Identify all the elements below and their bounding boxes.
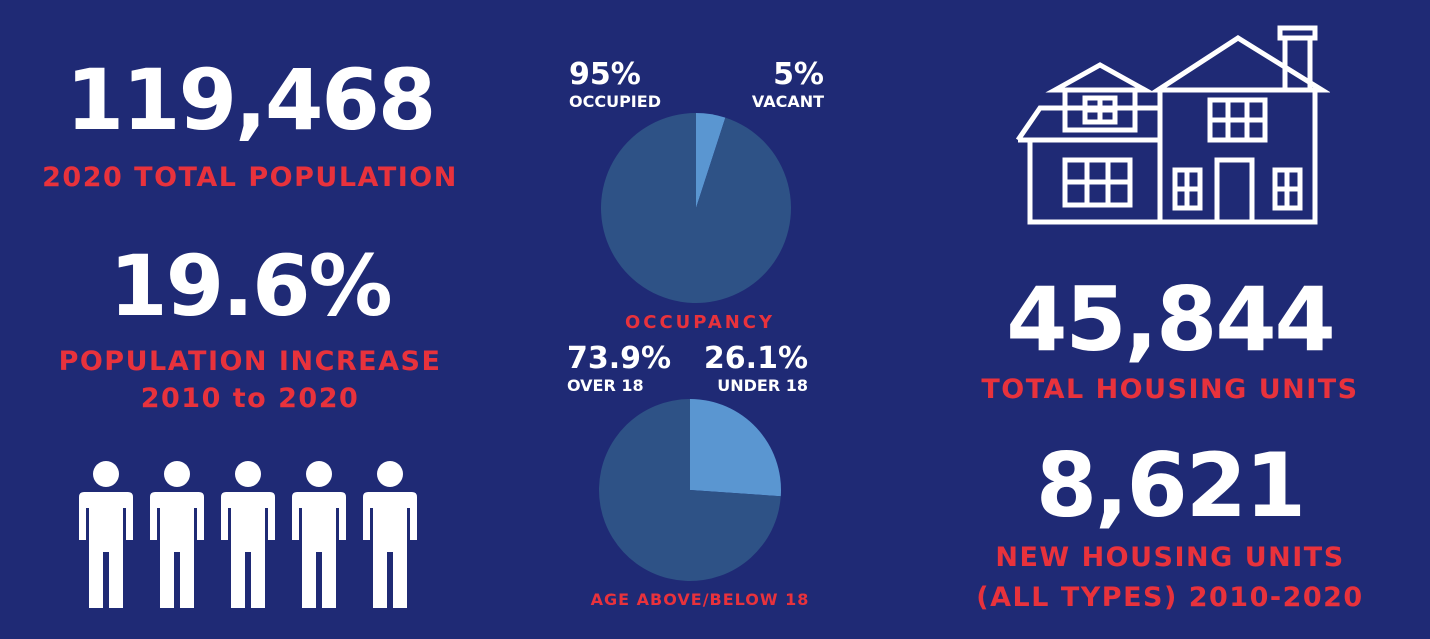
total-population-value: 119,468 (65, 51, 437, 149)
age-chart: 73.9% OVER 18 26.1% UNDER 18 AGE ABOVE/B… (560, 344, 840, 614)
population-increase-period: 2010 to 2020 (140, 383, 360, 414)
total-housing-units-value: 45,844 (1006, 268, 1336, 371)
pie-slice-under-18 (690, 399, 781, 497)
people-icons (78, 460, 428, 610)
occupancy-chart: 95% OCCUPIED 5% VACANT OCCUPANCY (560, 56, 840, 346)
population-increase-value: 19.6% (109, 237, 392, 335)
age-title: AGE ABOVE/BELOW 18 (590, 590, 810, 609)
pie-slice-occupied (601, 113, 791, 303)
house-icon (1015, 25, 1330, 225)
under-18-label: UNDER 18 (717, 376, 808, 395)
new-housing-units-period: (ALL TYPES) 2010-2020 (976, 582, 1364, 613)
age-pie (599, 399, 781, 581)
over-18-label: OVER 18 (567, 376, 644, 395)
pie-slice-vacant (696, 113, 726, 208)
under-18-percent: 26.1% (703, 341, 808, 376)
person-icon (79, 461, 133, 608)
total-population-label: 2020 TOTAL POPULATION (42, 162, 458, 193)
occupied-percent: 95% (569, 57, 641, 92)
over-18-percent: 73.9% (567, 341, 672, 376)
vacant-percent: 5% (773, 57, 824, 92)
person-icon (221, 461, 275, 608)
occupancy-pie (601, 113, 791, 303)
occupancy-title: OCCUPANCY (624, 312, 776, 333)
pie-slice-over-18 (599, 399, 781, 581)
total-housing-units-label: TOTAL HOUSING UNITS (981, 374, 1359, 405)
vacant-label: VACANT (751, 92, 824, 111)
person-icon (363, 461, 417, 608)
person-icon (150, 461, 204, 608)
person-icon (292, 461, 346, 608)
population-increase-label: POPULATION INCREASE (58, 346, 442, 377)
new-housing-units-label: NEW HOUSING UNITS (995, 542, 1345, 573)
occupied-label: OCCUPIED (569, 92, 661, 111)
new-housing-units-value: 8,621 (1035, 434, 1306, 537)
